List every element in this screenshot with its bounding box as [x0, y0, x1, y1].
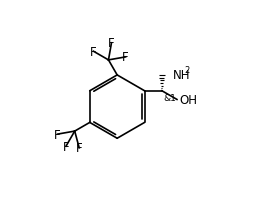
Text: F: F: [108, 37, 115, 50]
Text: F: F: [90, 46, 97, 59]
Text: F: F: [76, 142, 83, 155]
Text: NH: NH: [173, 68, 191, 81]
Text: 2: 2: [184, 66, 190, 75]
Text: F: F: [122, 51, 129, 64]
Text: &1: &1: [163, 94, 176, 103]
Text: OH: OH: [179, 94, 197, 107]
Text: F: F: [54, 128, 61, 141]
Text: F: F: [63, 140, 69, 153]
